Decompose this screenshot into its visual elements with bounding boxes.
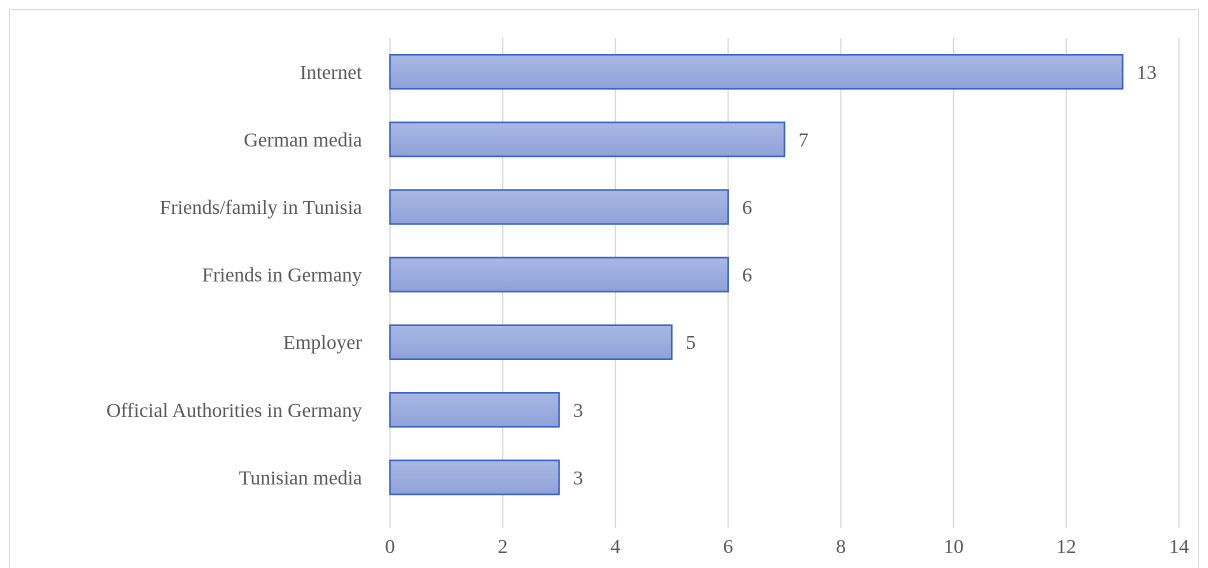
- x-tick-label: 4: [610, 536, 620, 558]
- bar: [389, 121, 786, 158]
- category-label: Friends in Germany: [202, 265, 362, 287]
- x-tick-label: 8: [836, 536, 846, 558]
- category-label: German media: [244, 129, 362, 151]
- bars: [389, 53, 1124, 496]
- category-label: Tunisian media: [239, 467, 362, 489]
- bar: [389, 189, 729, 225]
- x-tick-label: 2: [498, 536, 508, 558]
- x-tick-label: 12: [1056, 536, 1076, 558]
- x-tick-label: 10: [944, 536, 964, 558]
- category-label: Friends/family in Tunisia: [160, 197, 362, 219]
- bar: [389, 391, 560, 428]
- data-label: 5: [686, 332, 696, 354]
- x-tick-label: 0: [385, 536, 395, 558]
- data-label: 3: [573, 467, 583, 489]
- data-label: 13: [1137, 62, 1157, 84]
- category-label: Employer: [283, 332, 362, 354]
- bar: [389, 53, 1124, 90]
- data-label: 7: [799, 129, 809, 151]
- category-label: Official Authorities in Germany: [106, 400, 362, 422]
- bar: [389, 459, 560, 496]
- data-label: 6: [742, 197, 752, 219]
- labels: 0 2 4 6 8 10 12 14 Internet 13 German media 7 Friend…: [106, 62, 1189, 558]
- bar: [389, 324, 673, 361]
- x-tick-label: 14: [1169, 536, 1189, 558]
- data-label: 6: [742, 265, 752, 287]
- x-tick-label: 6: [723, 536, 733, 558]
- bar: [389, 256, 729, 293]
- data-label: 3: [573, 400, 583, 422]
- category-label: Internet: [300, 62, 363, 84]
